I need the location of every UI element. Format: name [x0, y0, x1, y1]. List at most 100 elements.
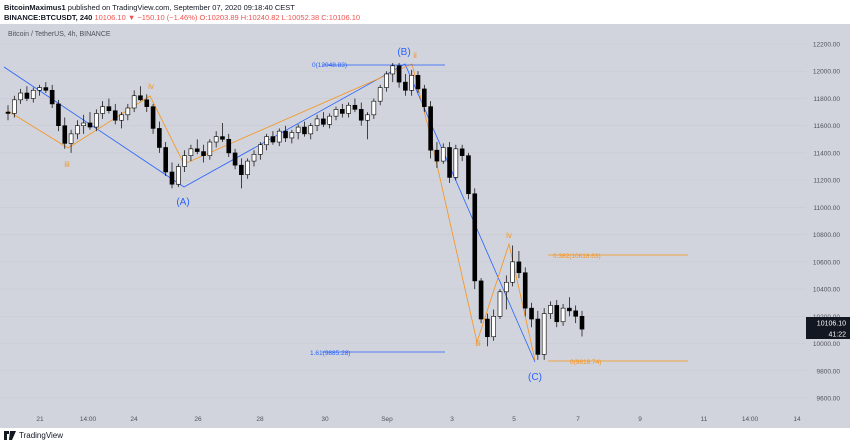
- time-tick-label: 30: [321, 416, 329, 423]
- candle-body: [163, 147, 168, 173]
- price-tick-label: 10800.00: [813, 232, 840, 239]
- candle-body: [169, 171, 175, 185]
- candle-body: [37, 87, 42, 91]
- candle-body: [245, 160, 250, 176]
- candle-body: [352, 104, 358, 110]
- price-tick-label: 9800.00: [817, 368, 841, 375]
- orange-fib-top-label: 0.382(10618.63): [553, 253, 601, 260]
- time-tick-label: 11: [701, 416, 708, 423]
- candle-body: [573, 310, 578, 317]
- candle-body: [453, 148, 459, 178]
- candle-body: [289, 132, 295, 139]
- candle-body: [125, 107, 131, 116]
- candle-body: [150, 106, 156, 129]
- annotations: (A) (B) (C) iii iv ii iii iv 0(12048.83)…: [64, 47, 601, 383]
- candle-body: [182, 155, 187, 167]
- candle-body: [264, 136, 269, 146]
- candle-body: [459, 148, 465, 156]
- price-tick-label: 11600.00: [813, 123, 840, 130]
- candle-body: [522, 272, 528, 309]
- symbol-name: BINANCE:BTCUSDT, 240: [4, 13, 93, 22]
- price-tick-label: 9600.00: [817, 396, 841, 403]
- chart-background: [0, 24, 806, 428]
- candle-body: [131, 95, 137, 109]
- candle-body: [346, 104, 351, 114]
- candle-body: [497, 291, 503, 317]
- candle-body: [106, 106, 112, 112]
- author-name[interactable]: BitcoinMaximus1: [4, 3, 66, 12]
- candle-body: [302, 126, 307, 135]
- candle-body: [18, 92, 23, 101]
- candle-body: [239, 164, 244, 176]
- time-tick-label: 26: [194, 416, 202, 423]
- candle-body: [5, 111, 11, 114]
- candle-body: [43, 87, 49, 91]
- candle-body: [100, 106, 105, 114]
- candle-body: [94, 113, 99, 128]
- price-tick-label: 11200.00: [813, 178, 840, 185]
- candle-body: [384, 73, 389, 88]
- publish-date: published on TradingView.com, September …: [65, 3, 295, 12]
- candle-body: [232, 152, 238, 166]
- candle-body: [321, 118, 326, 125]
- candle-body: [295, 126, 301, 133]
- time-tick-label: 14:00: [742, 416, 759, 423]
- tradingview-logo[interactable]: TradingView: [4, 431, 63, 440]
- time-axis-background: [0, 409, 806, 428]
- last-price-badge: [806, 317, 850, 328]
- price-tick-label: 12200.00: [813, 42, 840, 49]
- candle-body: [554, 305, 560, 323]
- time-tick-label: Sep: [381, 416, 393, 423]
- time-tick-label: 5: [512, 416, 516, 423]
- orange-wave-label-iii-2: iii: [475, 339, 481, 348]
- last-price-value: 10106.10: [817, 321, 846, 328]
- orange-fib-bottom-label: 0(9818.74): [570, 359, 601, 366]
- candle-body: [283, 130, 288, 139]
- candle-body: [276, 130, 282, 143]
- candle-body: [333, 109, 339, 117]
- wave-lines: [3, 63, 688, 363]
- time-axis[interactable]: 21 14:00 24 26 28 30 Sep 3 5 7 9 11 14:00 14: [36, 416, 801, 423]
- price-chart[interactable]: Bitcoin / TetherUS, 4h, BINANCE 12200.00…: [0, 24, 850, 428]
- candle-body: [12, 99, 17, 114]
- candle-body: [365, 114, 370, 121]
- candle-body: [30, 89, 36, 99]
- candle-body: [213, 136, 219, 143]
- candle-body: [447, 147, 452, 178]
- candle-body: [62, 125, 68, 144]
- candle-body: [251, 153, 257, 162]
- candle-body: [176, 166, 181, 185]
- price-tick-label: 11000.00: [813, 205, 840, 212]
- blue-wave-label-c: (C): [528, 372, 542, 383]
- candle-body: [327, 115, 332, 125]
- candle-body: [396, 65, 402, 83]
- candle-body: [434, 149, 440, 162]
- orange-wave-label-ii: ii: [413, 51, 417, 60]
- time-tick-label: 9: [638, 416, 642, 423]
- candle-body: [422, 88, 427, 107]
- candle-body: [81, 122, 86, 126]
- candle-body: [415, 75, 421, 90]
- candle-body: [194, 148, 200, 152]
- candle-body: [188, 148, 194, 156]
- candle-body: [56, 103, 61, 126]
- time-tick-label: 24: [130, 416, 138, 423]
- time-tick-label: 14: [793, 416, 801, 423]
- orange-wave-path: [7, 63, 536, 361]
- candle-body: [270, 136, 276, 143]
- candle-body: [207, 141, 213, 156]
- orange-wave-label-iv-1: iv: [148, 82, 154, 91]
- candle-body: [112, 110, 118, 121]
- candle-body: [535, 318, 541, 355]
- price-tick-label: 11400.00: [813, 150, 840, 157]
- price-tick-label: 11800.00: [813, 96, 840, 103]
- symbol-info: BINANCE:BTCUSDT, 240 10106.10 ▼ −150.10 …: [4, 13, 360, 22]
- price-change: ▼ −150.10 (−1.46%): [127, 13, 198, 22]
- time-tick-label: 28: [256, 416, 264, 423]
- footer: TradingView: [0, 428, 850, 446]
- price-axis-background: [806, 24, 850, 428]
- blue-wave-label-a: (A): [176, 197, 189, 208]
- candle-body: [340, 109, 345, 114]
- blue-fib-bottom-label: 1.61(9885.28): [310, 350, 350, 357]
- candle-body: [409, 75, 414, 91]
